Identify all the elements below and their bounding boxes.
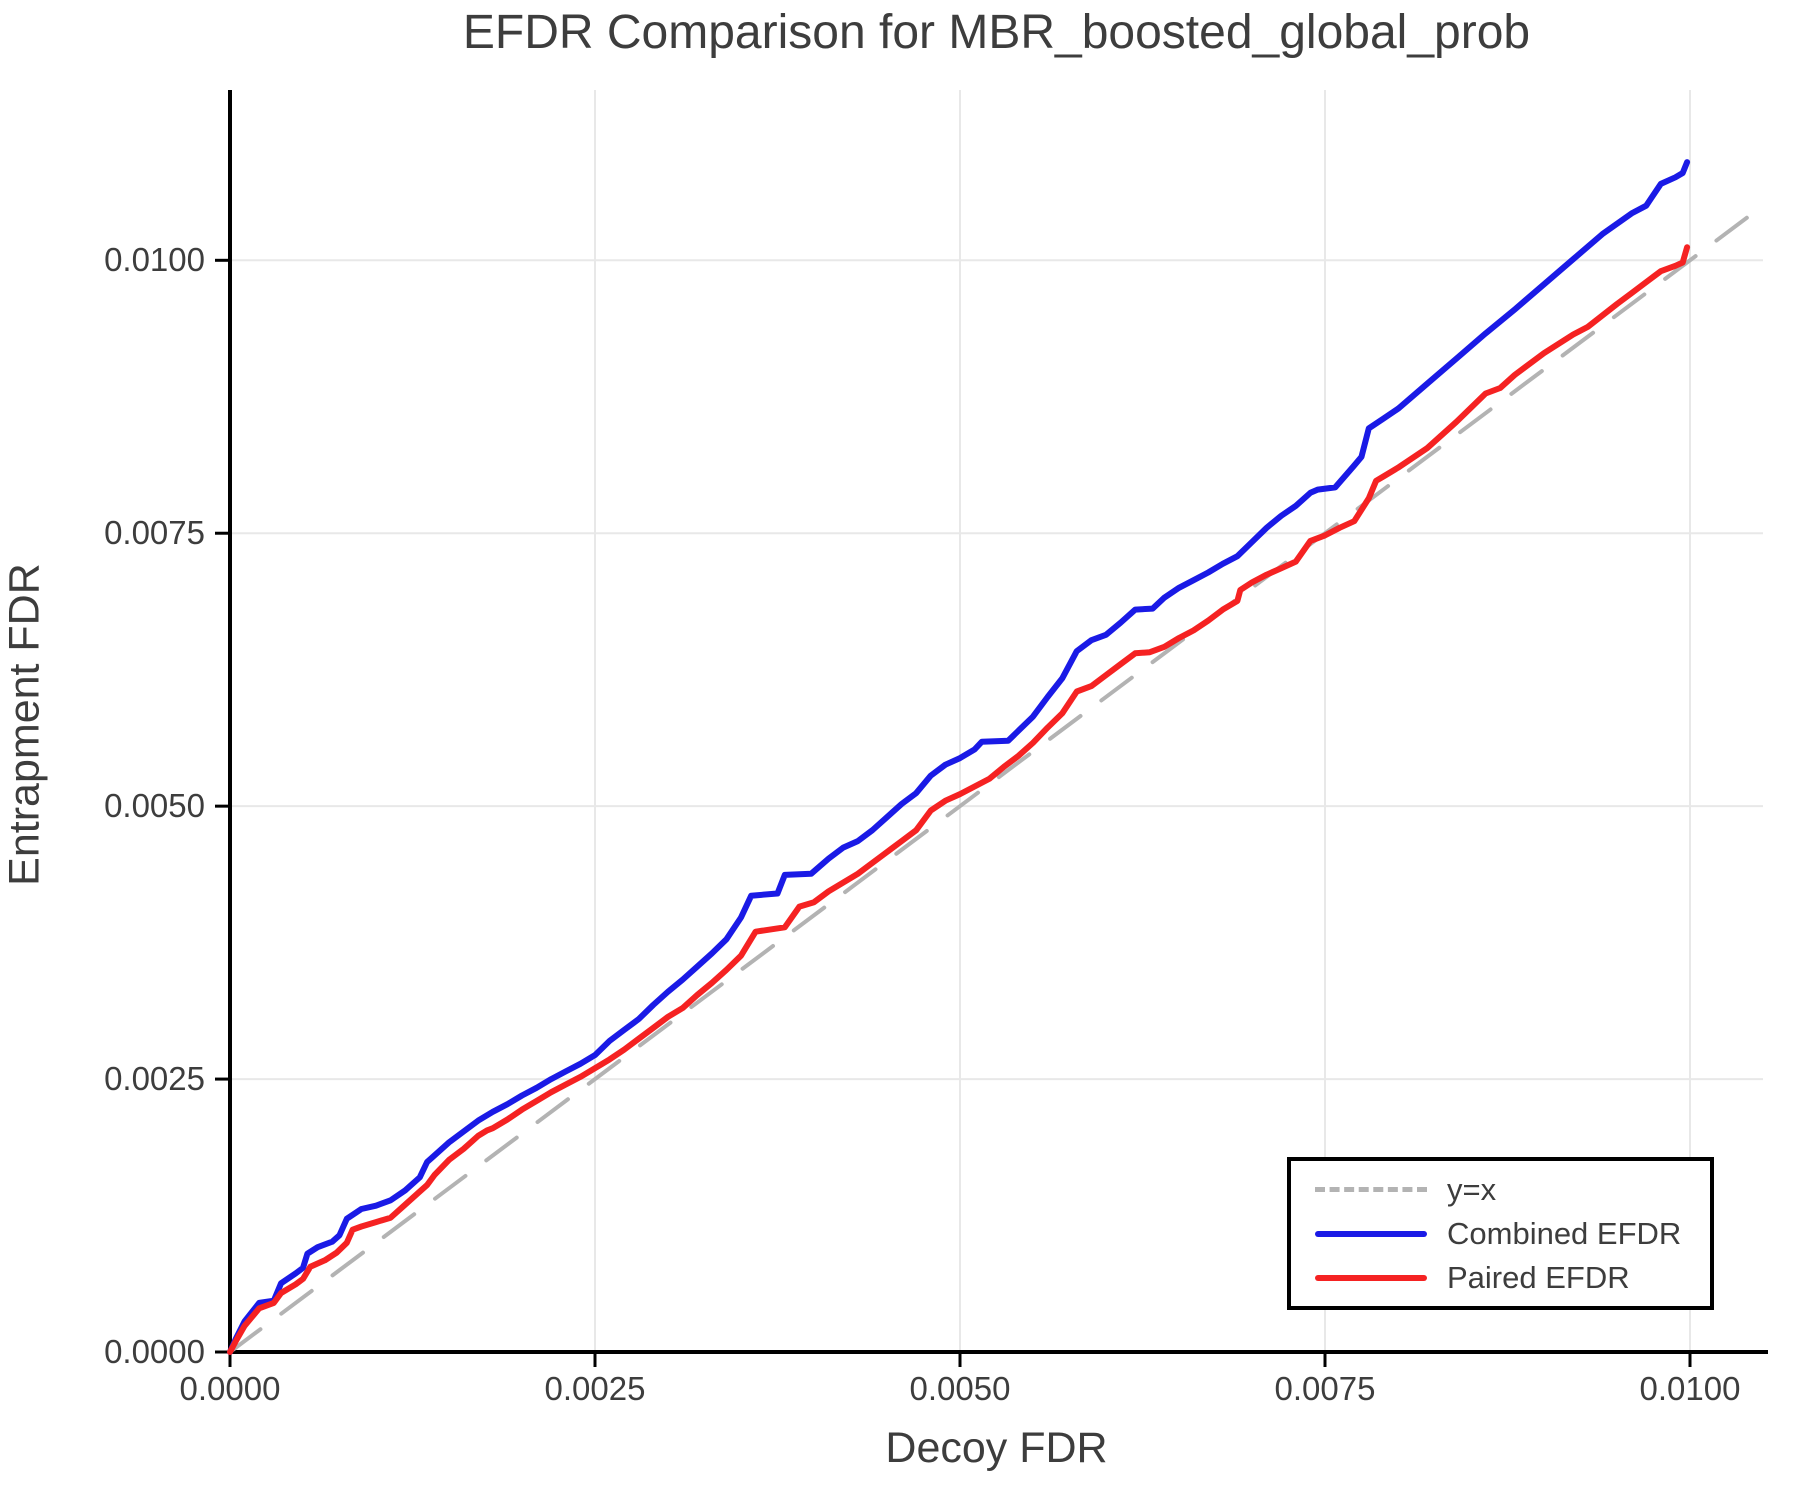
y-tick-label: 0.0100 xyxy=(104,241,205,279)
y-tick-label: 0.0050 xyxy=(104,787,205,825)
x-tick-label: 0.0000 xyxy=(179,1370,281,1407)
x-tick-label: 0.0100 xyxy=(1639,1370,1741,1407)
y-tick-label: 0.0025 xyxy=(104,1060,205,1098)
series-line-combined-efdr xyxy=(227,159,1691,1355)
legend-label-combined-efdr: Combined EFDR xyxy=(1447,1215,1682,1251)
legend-paired-line-swatch xyxy=(1315,1274,1427,1281)
legend-combined-line-swatch xyxy=(1315,1230,1427,1237)
legend: y=x Combined EFDR Paired EFDR xyxy=(1287,1157,1714,1310)
legend-label-identity: y=x xyxy=(1447,1171,1497,1207)
x-tick-label: 0.0075 xyxy=(1274,1370,1376,1407)
y-tick-label: 0.0075 xyxy=(104,514,205,552)
legend-item-paired-efdr: Paired EFDR xyxy=(1315,1258,1710,1298)
legend-label-paired-efdr: Paired EFDR xyxy=(1447,1259,1630,1295)
series-line-y-x xyxy=(228,203,1765,1354)
x-tick-label: 0.0050 xyxy=(909,1370,1011,1407)
series-line-paired-efdr xyxy=(227,244,1691,1355)
y-axis-label: Entrapment FDR xyxy=(0,563,49,886)
legend-item-identity: y=x xyxy=(1315,1170,1710,1210)
x-axis-label: Decoy FDR xyxy=(885,1424,1108,1472)
x-tick-label: 0.0025 xyxy=(544,1370,646,1407)
y-tick-label: 0.0000 xyxy=(104,1333,205,1370)
legend-item-combined-efdr: Combined EFDR xyxy=(1315,1214,1710,1254)
legend-dashed-line-swatch xyxy=(1315,1187,1427,1192)
chart-title: EFDR Comparison for MBR_boosted_global_p… xyxy=(462,6,1531,59)
